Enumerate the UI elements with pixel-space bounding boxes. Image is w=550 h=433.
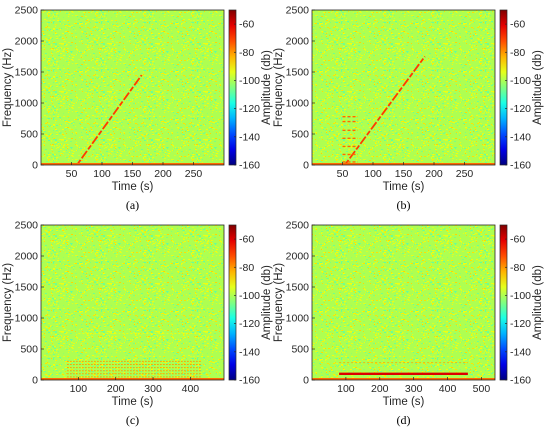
colorbar-label: Amplitude (db) — [532, 50, 544, 125]
colorbar-tick-label: -100 — [510, 290, 531, 302]
panel-label: (a) — [126, 198, 139, 212]
colorbar-tick-label: -80 — [510, 262, 525, 274]
colorbar-tick-label: -80 — [510, 47, 525, 59]
panel-label: (c) — [126, 413, 139, 427]
y-tick-label: 1500 — [15, 67, 39, 79]
x-tick-label: 50 — [66, 168, 78, 180]
x-tick-label: 500 — [473, 383, 491, 395]
y-axis-label: Frequency (Hz) — [2, 263, 14, 342]
colorbar-label: Amplitude (db) — [261, 265, 273, 340]
y-tick-label: 1000 — [15, 98, 39, 110]
x-tick-label: 300 — [405, 383, 423, 395]
x-tick-label: 250 — [456, 168, 474, 180]
colorbar-tick-label: -120 — [510, 103, 531, 115]
colorbar-tick-label: -60 — [239, 234, 254, 246]
x-axis-label: Time (s) — [383, 396, 425, 408]
x-axis-label: Time (s) — [112, 396, 154, 408]
panel-label: (d) — [397, 413, 411, 427]
colorbar-tick-label: -140 — [510, 346, 531, 358]
x-tick-label: 150 — [124, 168, 142, 180]
y-tick-label: 500 — [291, 344, 309, 356]
colorbar-tick-label: -100 — [239, 290, 260, 302]
y-tick-label: 2500 — [286, 220, 310, 232]
y-tick-label: 2000 — [286, 36, 310, 48]
colorbar-tick-label: -60 — [510, 19, 525, 31]
x-tick-label: 400 — [182, 383, 200, 395]
colorbar-tick-label: -140 — [510, 131, 531, 143]
colorbar-tick-label: -60 — [510, 234, 525, 246]
colorbar-tick-label: -80 — [239, 262, 254, 274]
y-tick-label: 0 — [32, 160, 38, 172]
x-tick-label: 50 — [337, 168, 349, 180]
y-tick-label: 1500 — [286, 282, 310, 294]
panel-label: (b) — [397, 198, 411, 212]
colorbar — [228, 9, 237, 166]
colorbar-tick-label: -120 — [239, 103, 260, 115]
y-axis-label: Frequency (Hz) — [2, 48, 14, 127]
x-tick-label: 300 — [144, 383, 162, 395]
colorbar-tick-label: -160 — [239, 160, 260, 172]
colorbar-tick-label: -100 — [510, 75, 531, 87]
y-tick-label: 2000 — [15, 251, 39, 263]
colorbar-tick-label: -100 — [239, 75, 260, 87]
y-tick-label: 2000 — [286, 251, 310, 263]
panel-c: 0 500 1000 1500 2000 2500 100 200 300 400 Time (s)… — [2, 220, 273, 428]
y-tick-label: 500 — [291, 129, 309, 141]
heatmap-background — [312, 10, 495, 165]
colorbar-tick-label: -120 — [510, 318, 531, 330]
y-tick-label: 2500 — [15, 5, 39, 17]
x-tick-label: 400 — [439, 383, 457, 395]
axes-box — [40, 224, 225, 381]
colorbar-tick-label: -160 — [510, 160, 531, 172]
heatmap-background — [312, 225, 495, 380]
y-tick-label: 500 — [20, 344, 38, 356]
x-tick-label: 200 — [371, 383, 389, 395]
colorbar-tick-label: -120 — [239, 318, 260, 330]
x-tick-label: 100 — [337, 383, 355, 395]
y-tick-label: 1000 — [286, 98, 310, 110]
chirp-trace — [76, 74, 143, 165]
chirp-trace — [344, 55, 426, 165]
y-tick-label: 500 — [20, 129, 38, 141]
y-tick-label: 0 — [32, 375, 38, 387]
colorbar-label: Amplitude (db) — [532, 265, 544, 340]
y-tick-label: 2000 — [15, 36, 39, 48]
y-tick-label: 2500 — [15, 220, 39, 232]
x-tick-label: 100 — [70, 383, 88, 395]
panel-a: 0 500 1000 1500 2000 2500 50 100 150 200 250 Time (… — [2, 5, 273, 213]
colorbar-tick-label: -160 — [510, 375, 531, 387]
x-tick-label: 250 — [185, 168, 203, 180]
colorbar-tick-label: -60 — [239, 19, 254, 31]
x-axis-label: Time (s) — [112, 181, 154, 193]
x-tick-label: 100 — [364, 168, 382, 180]
y-axis-label: Frequency (Hz) — [273, 48, 285, 127]
colorbar-tick-label: -140 — [239, 131, 260, 143]
panel-d: 0 500 1000 1500 2000 2500 100 200 300 400 500 Time … — [273, 220, 544, 428]
y-tick-label: 1000 — [15, 313, 39, 325]
panel-b: 0 500 1000 1500 2000 2500 50 100 150 200 250 Time (… — [273, 5, 544, 213]
y-tick-label: 0 — [303, 160, 309, 172]
colorbar — [499, 224, 508, 381]
y-axis-label: Frequency (Hz) — [273, 263, 285, 342]
colorbar — [228, 224, 237, 381]
colorbar-tick-label: -80 — [239, 47, 254, 59]
x-tick-label: 200 — [425, 168, 443, 180]
x-tick-label: 200 — [154, 168, 172, 180]
x-tick-label: 100 — [93, 168, 111, 180]
x-axis-label: Time (s) — [383, 181, 425, 193]
x-tick-label: 150 — [395, 168, 413, 180]
y-tick-label: 0 — [303, 375, 309, 387]
colorbar-tick-label: -160 — [239, 375, 260, 387]
y-tick-label: 1500 — [286, 67, 310, 79]
axes-box — [311, 224, 496, 381]
heatmap-background — [41, 225, 224, 380]
x-tick-label: 200 — [107, 383, 125, 395]
y-tick-label: 2500 — [286, 5, 310, 17]
y-tick-label: 1000 — [286, 313, 310, 325]
y-tick-label: 1500 — [15, 282, 39, 294]
colorbar-tick-label: -140 — [239, 346, 260, 358]
colorbar-label: Amplitude (db) — [261, 50, 273, 125]
colorbar — [499, 9, 508, 166]
